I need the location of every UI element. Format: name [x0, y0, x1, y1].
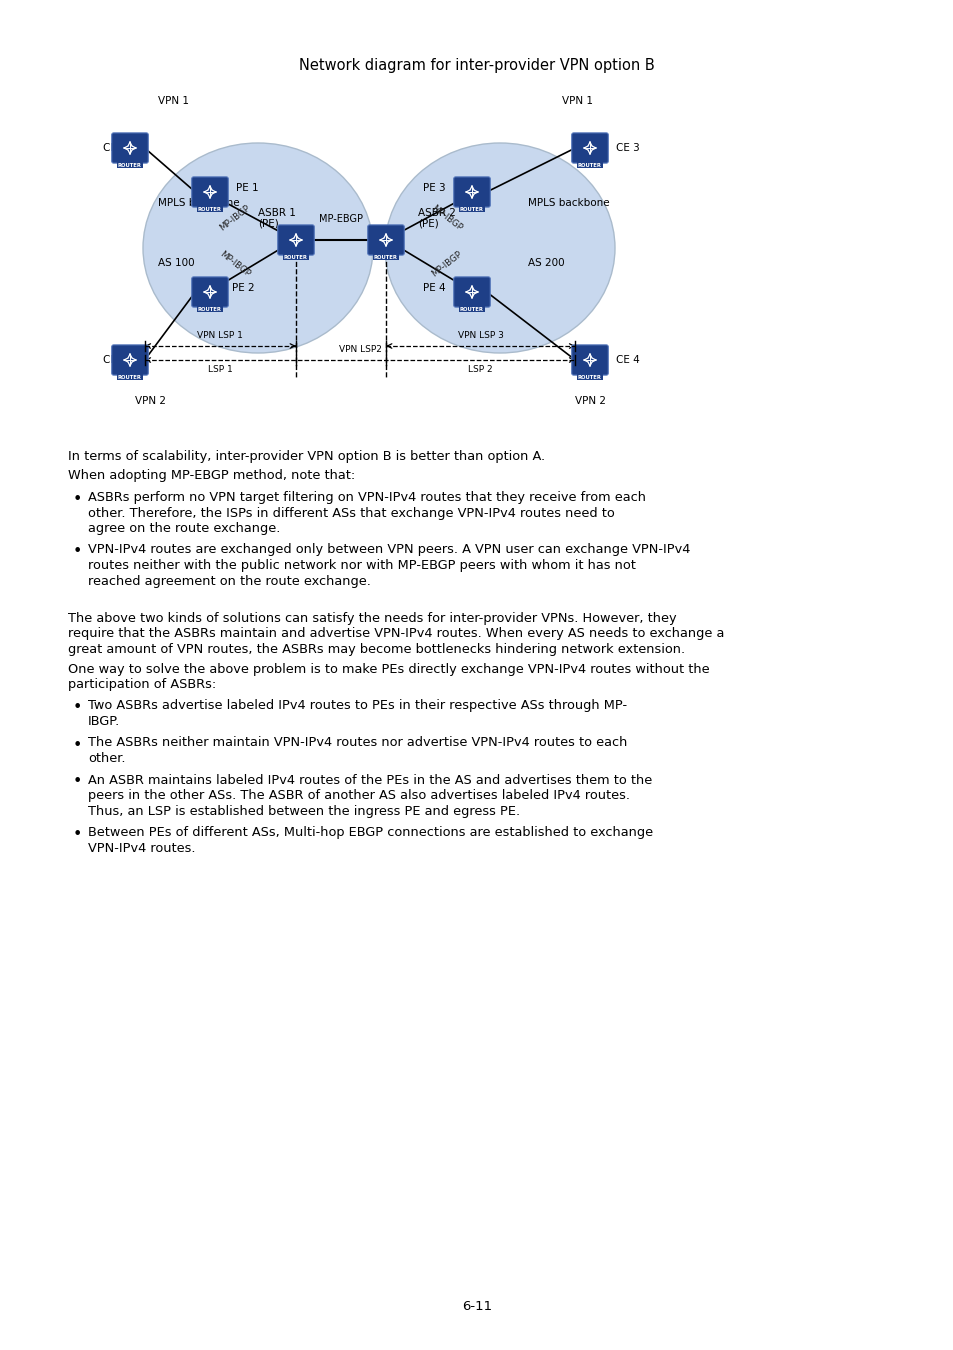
- Text: ROUTER: ROUTER: [578, 375, 601, 379]
- FancyBboxPatch shape: [454, 277, 490, 308]
- FancyBboxPatch shape: [112, 344, 148, 375]
- Text: •: •: [73, 701, 82, 716]
- Text: other.: other.: [88, 752, 126, 765]
- Text: MP-IBGP: MP-IBGP: [218, 204, 252, 232]
- Text: MPLS backbone: MPLS backbone: [158, 198, 239, 208]
- Text: VPN LSP 3: VPN LSP 3: [457, 331, 503, 340]
- FancyBboxPatch shape: [367, 225, 404, 255]
- Text: ROUTER: ROUTER: [374, 255, 397, 259]
- Text: other. Therefore, the ISPs in different ASs that exchange VPN-IPv4 routes need t: other. Therefore, the ISPs in different …: [88, 506, 614, 520]
- Text: VPN 2: VPN 2: [135, 396, 166, 406]
- Text: routes neither with the public network nor with MP-EBGP peers with whom it has n: routes neither with the public network n…: [88, 559, 636, 572]
- Text: ROUTER: ROUTER: [198, 207, 222, 212]
- Text: require that the ASBRs maintain and advertise VPN-IPv4 routes. When every AS nee: require that the ASBRs maintain and adve…: [68, 628, 723, 640]
- FancyBboxPatch shape: [192, 177, 228, 207]
- FancyBboxPatch shape: [277, 225, 314, 255]
- Text: 6-11: 6-11: [461, 1300, 492, 1314]
- Text: MP-EBGP: MP-EBGP: [318, 215, 363, 224]
- Text: MPLS backbone: MPLS backbone: [527, 198, 609, 208]
- Text: ROUTER: ROUTER: [578, 162, 601, 167]
- Text: ROUTER: ROUTER: [284, 255, 308, 259]
- Text: CE 2: CE 2: [103, 355, 127, 364]
- Text: VPN LSP2: VPN LSP2: [338, 346, 381, 354]
- Text: reached agreement on the route exchange.: reached agreement on the route exchange.: [88, 575, 371, 587]
- Text: participation of ASBRs:: participation of ASBRs:: [68, 678, 216, 691]
- Text: The ASBRs neither maintain VPN-IPv4 routes nor advertise VPN-IPv4 routes to each: The ASBRs neither maintain VPN-IPv4 rout…: [88, 737, 627, 749]
- Text: •: •: [73, 544, 82, 559]
- FancyBboxPatch shape: [192, 277, 228, 308]
- Text: ROUTER: ROUTER: [459, 306, 483, 312]
- Text: ROUTER: ROUTER: [118, 375, 142, 379]
- Text: Two ASBRs advertise labeled IPv4 routes to PEs in their respective ASs through M: Two ASBRs advertise labeled IPv4 routes …: [88, 699, 626, 713]
- Text: ROUTER: ROUTER: [198, 306, 222, 312]
- Text: Between PEs of different ASs, Multi-hop EBGP connections are established to exch: Between PEs of different ASs, Multi-hop …: [88, 826, 653, 838]
- Text: MP-IBGP: MP-IBGP: [430, 204, 463, 232]
- Text: MP-IBGP: MP-IBGP: [430, 250, 463, 278]
- Text: VPN 1: VPN 1: [158, 96, 189, 107]
- Text: •: •: [73, 775, 82, 790]
- Text: VPN-IPv4 routes are exchanged only between VPN peers. A VPN user can exchange VP: VPN-IPv4 routes are exchanged only betwe…: [88, 544, 690, 556]
- Text: ASBRs perform no VPN target filtering on VPN-IPv4 routes that they receive from : ASBRs perform no VPN target filtering on…: [88, 491, 645, 504]
- Text: ROUTER: ROUTER: [459, 207, 483, 212]
- Text: CE 4: CE 4: [616, 355, 639, 364]
- Text: •: •: [73, 737, 82, 752]
- FancyBboxPatch shape: [571, 132, 608, 163]
- Text: (PE): (PE): [257, 217, 278, 228]
- Text: peers in the other ASs. The ASBR of another AS also advertises labeled IPv4 rout: peers in the other ASs. The ASBR of anot…: [88, 788, 629, 802]
- Text: PE 4: PE 4: [423, 284, 446, 293]
- Text: ASBR 2: ASBR 2: [417, 208, 456, 217]
- Text: •: •: [73, 491, 82, 508]
- Text: VPN 2: VPN 2: [575, 396, 605, 406]
- Text: IBGP.: IBGP.: [88, 716, 120, 728]
- Text: LSP 2: LSP 2: [468, 364, 493, 374]
- Text: PE 1: PE 1: [235, 184, 258, 193]
- Text: MP-IBGP: MP-IBGP: [218, 250, 252, 278]
- Text: PE 2: PE 2: [232, 284, 254, 293]
- Text: (PE): (PE): [417, 217, 438, 228]
- Text: AS 100: AS 100: [158, 258, 194, 269]
- Text: ASBR 1: ASBR 1: [257, 208, 295, 217]
- Text: When adopting MP-EBGP method, note that:: When adopting MP-EBGP method, note that:: [68, 470, 355, 482]
- FancyBboxPatch shape: [112, 132, 148, 163]
- Text: agree on the route exchange.: agree on the route exchange.: [88, 522, 280, 535]
- Text: The above two kinds of solutions can satisfy the needs for inter-provider VPNs. : The above two kinds of solutions can sat…: [68, 612, 676, 625]
- FancyBboxPatch shape: [454, 177, 490, 207]
- Text: One way to solve the above problem is to make PEs directly exchange VPN-IPv4 rou: One way to solve the above problem is to…: [68, 663, 709, 675]
- Text: ROUTER: ROUTER: [118, 162, 142, 167]
- Text: LSP 1: LSP 1: [208, 364, 233, 374]
- FancyBboxPatch shape: [571, 344, 608, 375]
- Text: CE 1: CE 1: [103, 143, 127, 153]
- Text: PE 3: PE 3: [423, 184, 446, 193]
- Text: AS 200: AS 200: [527, 258, 564, 269]
- Text: VPN-IPv4 routes.: VPN-IPv4 routes.: [88, 841, 195, 855]
- Text: VPN 1: VPN 1: [561, 96, 593, 107]
- Text: VPN LSP 1: VPN LSP 1: [197, 331, 243, 340]
- Ellipse shape: [385, 143, 615, 352]
- Text: An ASBR maintains labeled IPv4 routes of the PEs in the AS and advertises them t: An ASBR maintains labeled IPv4 routes of…: [88, 774, 652, 787]
- Text: Network diagram for inter-provider VPN option B: Network diagram for inter-provider VPN o…: [299, 58, 654, 73]
- Text: CE 3: CE 3: [616, 143, 639, 153]
- Text: In terms of scalability, inter-provider VPN option B is better than option A.: In terms of scalability, inter-provider …: [68, 450, 544, 463]
- Text: great amount of VPN routes, the ASBRs may become bottlenecks hindering network e: great amount of VPN routes, the ASBRs ma…: [68, 643, 684, 656]
- Text: Thus, an LSP is established between the ingress PE and egress PE.: Thus, an LSP is established between the …: [88, 805, 519, 818]
- Text: •: •: [73, 828, 82, 842]
- Ellipse shape: [143, 143, 373, 352]
